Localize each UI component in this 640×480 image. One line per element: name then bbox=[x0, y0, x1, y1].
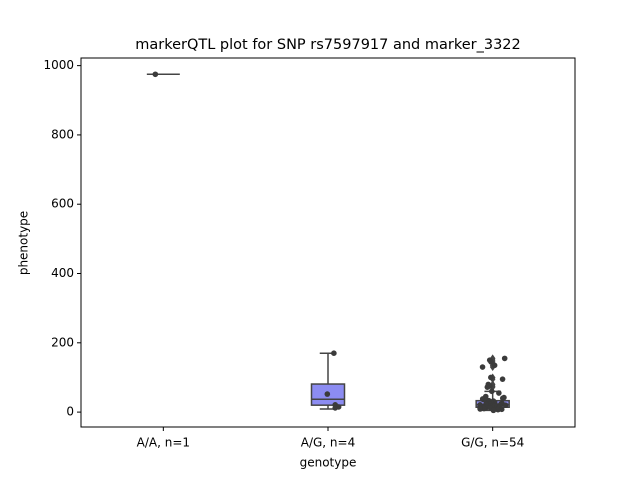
point bbox=[490, 407, 497, 414]
x-tick-label: A/A, n=1 bbox=[137, 436, 190, 450]
point bbox=[499, 376, 506, 382]
y-tick-label: 600 bbox=[51, 197, 74, 211]
y-tick-label: 200 bbox=[51, 335, 74, 349]
point bbox=[499, 395, 506, 402]
point bbox=[501, 355, 508, 362]
point bbox=[502, 402, 509, 408]
y-tick-label: 800 bbox=[51, 127, 74, 141]
x-tick-label: G/G, n=54 bbox=[461, 436, 524, 450]
point bbox=[488, 374, 494, 381]
point bbox=[324, 391, 331, 397]
point bbox=[152, 71, 159, 78]
y-tick-label: 0 bbox=[66, 405, 74, 419]
point bbox=[488, 359, 494, 365]
point bbox=[484, 384, 491, 390]
x-tick-label: A/G, n=4 bbox=[301, 436, 355, 450]
point bbox=[331, 350, 337, 357]
y-axis-label: phenotype bbox=[17, 211, 31, 275]
point bbox=[496, 390, 502, 396]
point bbox=[332, 405, 339, 411]
point bbox=[479, 364, 486, 370]
point bbox=[477, 406, 483, 412]
point bbox=[489, 388, 495, 395]
point bbox=[495, 406, 501, 413]
x-axis-label: genotype bbox=[300, 456, 357, 470]
y-tick-label: 400 bbox=[51, 266, 74, 280]
point bbox=[491, 362, 498, 369]
y-tick-label: 1000 bbox=[43, 58, 74, 72]
chart-title: markerQTL plot for SNP rs7597917 and mar… bbox=[135, 37, 521, 53]
